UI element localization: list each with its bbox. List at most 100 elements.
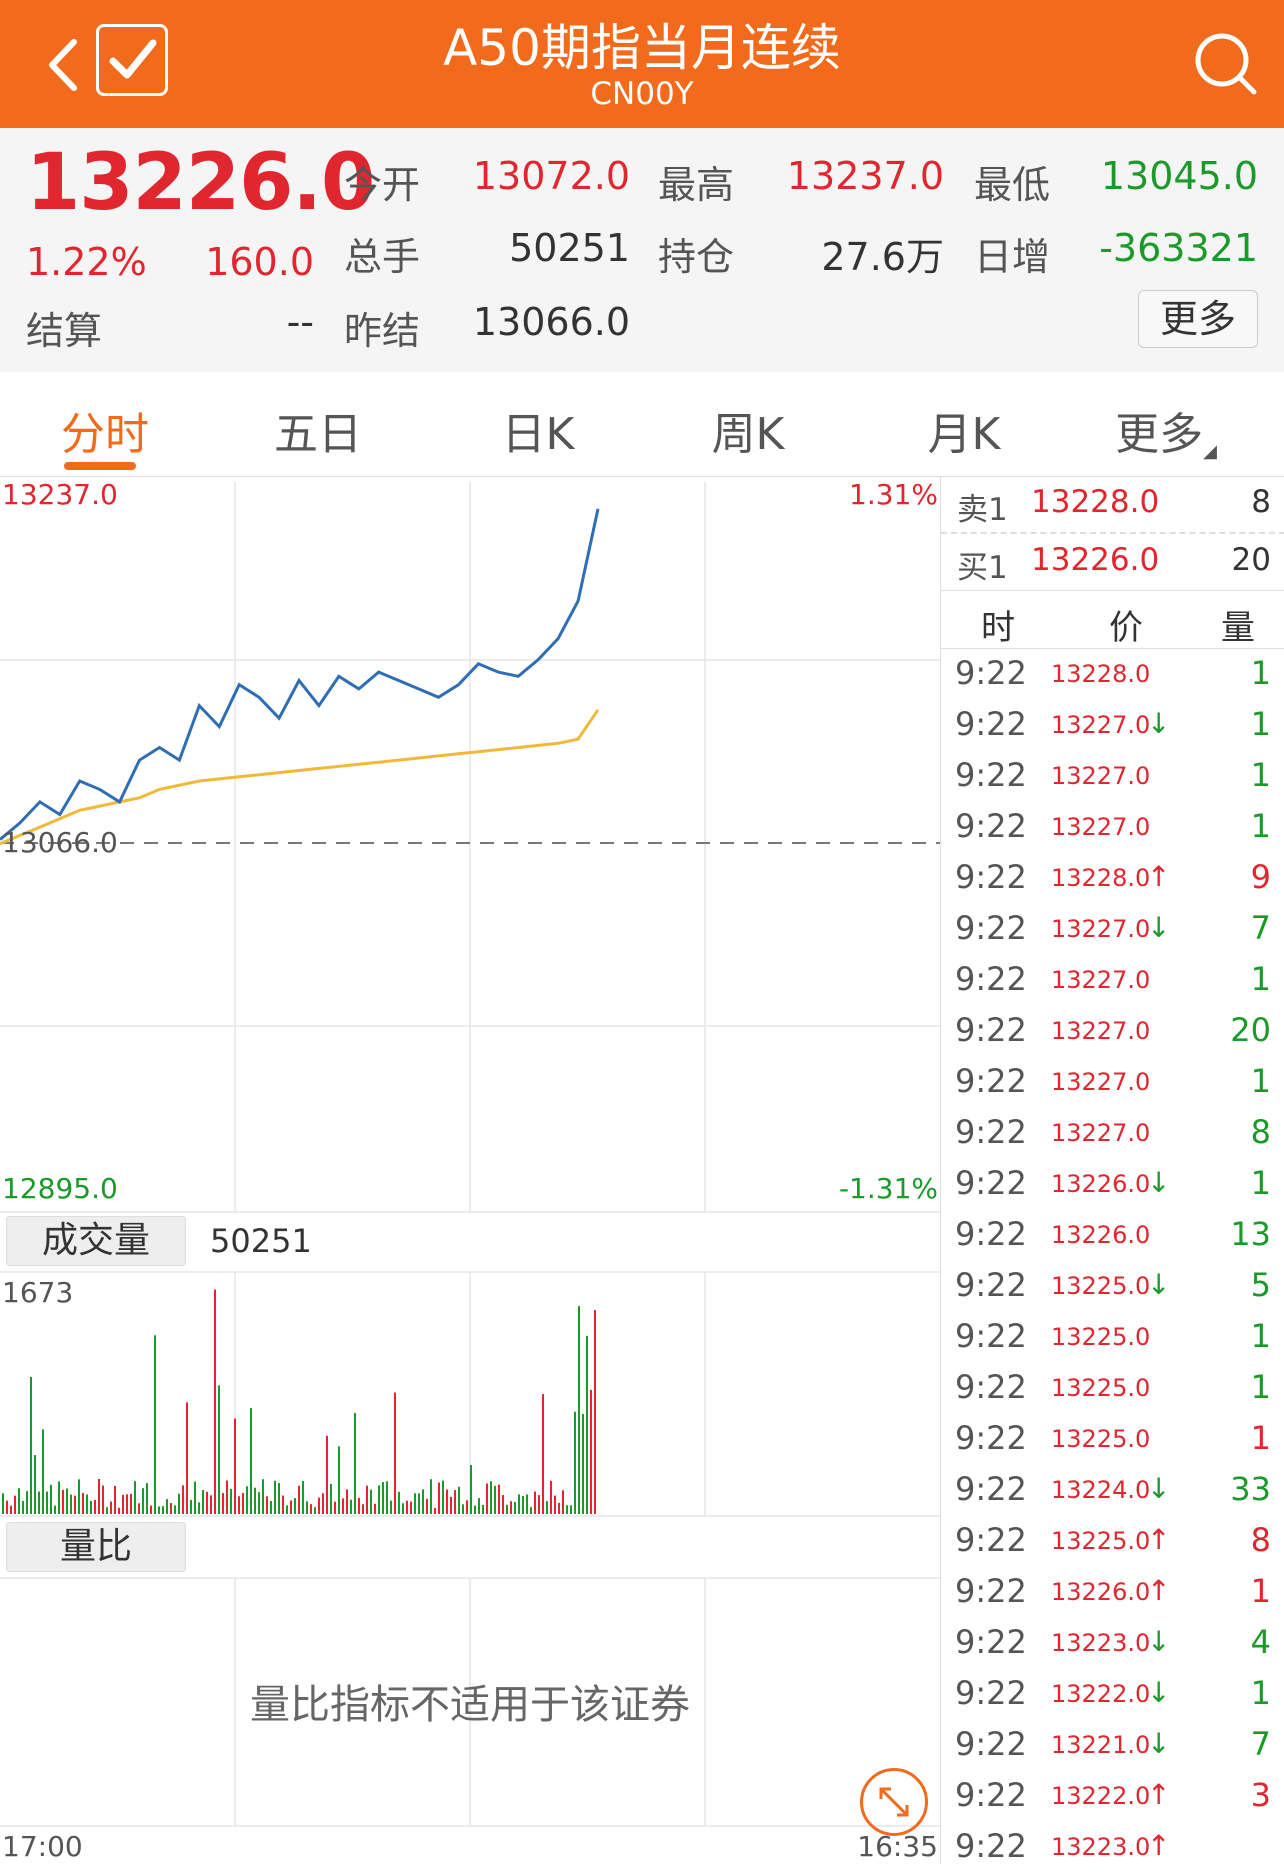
volume-bar (6, 1500, 8, 1514)
volume-bar (502, 1495, 504, 1514)
volume-bar (58, 1481, 60, 1514)
volume-bar (386, 1481, 388, 1514)
volume-bar (498, 1484, 500, 1514)
volume-bar (514, 1501, 516, 1514)
more-quote-button[interactable]: 更多 (1138, 290, 1258, 348)
trade-volume: 1 (1250, 705, 1271, 743)
volume-bar (22, 1500, 24, 1514)
tab-intraday[interactable]: 分时 (61, 409, 149, 460)
volume-bar (410, 1501, 412, 1514)
trade-volume: 20 (1230, 1011, 1271, 1049)
volume-bar (506, 1504, 508, 1514)
volume-bar (370, 1489, 372, 1514)
volume-bar (290, 1500, 292, 1514)
trade-time: 9:22 (955, 1725, 1027, 1763)
tab-daily-k[interactable]: 日K (501, 409, 575, 460)
trade-price: 13221.0 (1051, 1731, 1151, 1759)
trade-row: 9:22 13226.0 ↑ 1 (941, 1568, 1284, 1619)
volume-bar (510, 1501, 512, 1514)
tab-weekly-k[interactable]: 周K (711, 409, 785, 460)
volume-bar (210, 1495, 212, 1514)
open-value: 13072.0 (472, 154, 630, 198)
volume-bar (566, 1505, 568, 1514)
volume-bar (30, 1377, 32, 1514)
volume-bar (94, 1499, 96, 1514)
bid-label: 买1 (957, 550, 1008, 586)
back-arrow-icon[interactable] (30, 20, 120, 110)
volume-bar (274, 1480, 276, 1514)
trade-price: 13227.0 (1051, 1068, 1151, 1096)
open-label: 今开 (344, 163, 421, 207)
trade-time: 9:22 (955, 1521, 1027, 1559)
trade-row: 9:22 13223.0 ↑ (941, 1823, 1284, 1874)
pct-axis-top-label: 1.31% (849, 478, 938, 511)
volume-bar (486, 1483, 488, 1514)
x-axis-start-label: 17:00 (2, 1830, 83, 1863)
volume-bar (74, 1495, 76, 1514)
down-arrow-icon: ↓ (1147, 1625, 1171, 1658)
trade-time: 9:22 (955, 654, 1027, 692)
volume-bar (446, 1489, 448, 1514)
volume-bar (54, 1505, 56, 1514)
volume-ratio-tab[interactable]: 量比 (6, 1522, 186, 1572)
down-arrow-icon: ↓ (1147, 911, 1171, 944)
volume-bar (482, 1504, 484, 1514)
volume-bar (382, 1482, 384, 1514)
trade-price: 13222.0 (1051, 1680, 1151, 1708)
volume-bar (526, 1494, 528, 1514)
settle-value: -- (286, 300, 314, 344)
volume-bar (90, 1500, 92, 1514)
trade-row: 9:22 13225.0 1 (941, 1415, 1284, 1466)
search-icon[interactable] (1180, 18, 1270, 108)
trade-row: 9:22 13227.0 1 (941, 803, 1284, 854)
trade-volume: 1 (1250, 756, 1271, 794)
up-arrow-icon: ↑ (1147, 1829, 1171, 1862)
trade-time: 9:22 (955, 1062, 1027, 1100)
trades-header-time: 时 (981, 608, 1015, 648)
volume-indicator-tab[interactable]: 成交量 (6, 1216, 186, 1266)
trade-volume: 13 (1230, 1215, 1271, 1253)
trade-price: 13227.0 (1051, 1017, 1151, 1045)
volume-bar (186, 1402, 188, 1514)
expand-chart-button[interactable] (860, 1768, 928, 1836)
volume-max-label: 1673 (2, 1276, 74, 1309)
trade-price: 13222.0 (1051, 1782, 1151, 1810)
volume-bar (230, 1488, 232, 1514)
volume-bar (310, 1504, 312, 1514)
price-line (0, 508, 600, 841)
trade-row: 9:22 13227.0 1 (941, 956, 1284, 1007)
volume-label: 总手 (344, 235, 421, 279)
volume-bar (246, 1486, 248, 1514)
volume-bar (462, 1504, 464, 1514)
volume-bar (470, 1465, 472, 1514)
volume-bar (122, 1494, 124, 1514)
tab-five-day[interactable]: 五日 (274, 409, 362, 460)
ask-price: 13228.0 (1031, 484, 1160, 520)
trade-volume: 1 (1250, 1317, 1271, 1355)
volume-ratio-message: 量比指标不适用于该证券 (250, 1682, 690, 1728)
volume-bar (322, 1493, 324, 1514)
trade-time: 9:22 (955, 909, 1027, 947)
trade-row: 9:22 13227.0 ↓ 7 (941, 905, 1284, 956)
volume-bar (590, 1389, 592, 1514)
volume-bar (450, 1496, 452, 1514)
trade-time: 9:22 (955, 1827, 1027, 1865)
pct-axis-bottom-label: -1.31% (838, 1172, 938, 1205)
watchlist-checkbox[interactable] (96, 24, 168, 96)
volume-bar (286, 1505, 288, 1514)
trade-row: 9:22 13227.0 1 (941, 1058, 1284, 1109)
volume-bar (110, 1501, 112, 1514)
volume-bar (82, 1493, 84, 1514)
volume-bar (126, 1494, 128, 1514)
trade-volume: 9 (1250, 858, 1271, 896)
volume-bar (118, 1507, 120, 1514)
y-axis-reference-label: 13066.0 (2, 826, 118, 859)
volume-bar (146, 1483, 148, 1514)
ask-volume: 8 (1251, 484, 1271, 520)
tab-more[interactable]: 更多◢ (1066, 398, 1266, 462)
tab-monthly-k[interactable]: 月K (927, 409, 1001, 460)
trade-volume: 1 (1250, 807, 1271, 845)
volume-bar (258, 1492, 260, 1514)
trade-row: 9:22 13225.0 1 (941, 1364, 1284, 1415)
trade-time: 9:22 (955, 1011, 1027, 1049)
